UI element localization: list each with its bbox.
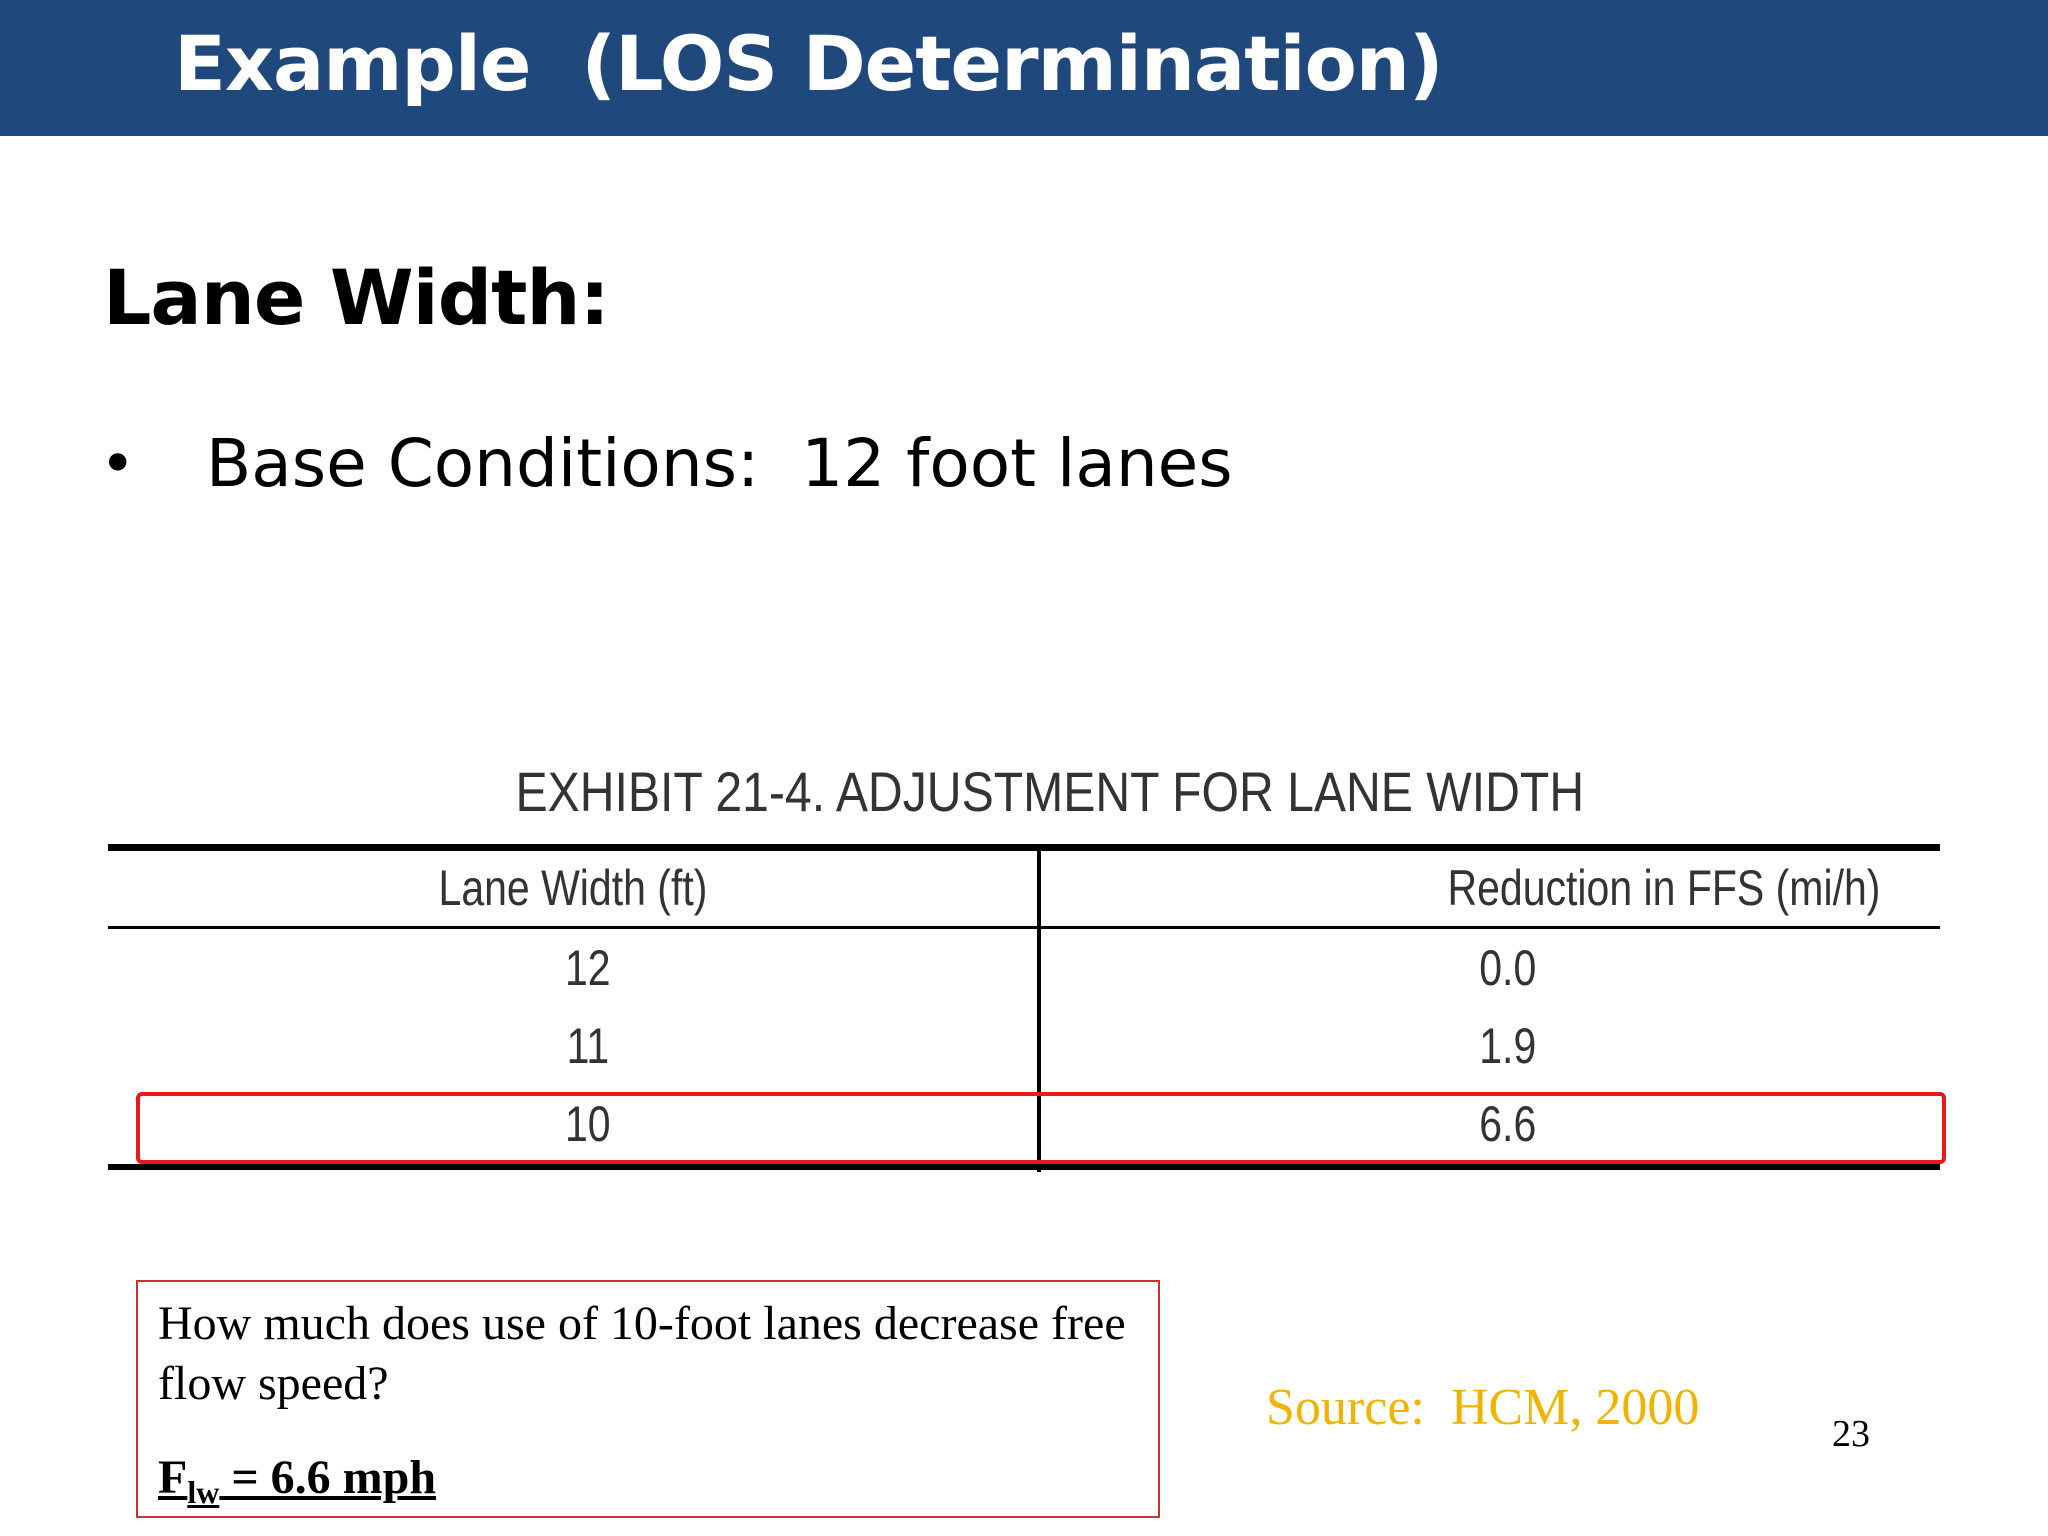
table-cell-reduction: 6.6 bbox=[1479, 1096, 1537, 1152]
slide-title: Example (LOS Determination) bbox=[174, 19, 1444, 108]
table-cell-lane-width: 11 bbox=[566, 1018, 610, 1074]
question-box bbox=[136, 1280, 1160, 1518]
table-cell-lane-width: 12 bbox=[565, 940, 611, 996]
table-column-divider bbox=[1037, 844, 1041, 1172]
answer-value: = 6.6 mph bbox=[219, 1451, 437, 1504]
table-top-rule bbox=[108, 844, 1940, 851]
bullet-marker: • bbox=[100, 429, 136, 499]
answer-symbol: F bbox=[158, 1451, 188, 1504]
lane-width-table: Lane Width (ft) Reduction in FFS (mi/h) … bbox=[108, 844, 1940, 1172]
question-text: How much does use of 10-foot lanes decre… bbox=[158, 1297, 1126, 1410]
exhibit-caption: EXHIBIT 21-4. ADJUSTMENT FOR LANE WIDTH bbox=[515, 760, 1585, 823]
highlighted-row-outline bbox=[136, 1092, 1946, 1164]
column-header-lane-width: Lane Width (ft) bbox=[438, 860, 707, 916]
title-bar bbox=[0, 0, 2048, 136]
table-cell-reduction: 1.9 bbox=[1479, 1018, 1537, 1074]
table-cell-reduction: 0.0 bbox=[1479, 940, 1537, 996]
answer-subscript: lw bbox=[187, 1474, 220, 1510]
bullet-base-conditions: Base Conditions: 12 foot lanes bbox=[206, 425, 1233, 502]
table-header-rule bbox=[108, 926, 1940, 929]
answer-text: Flw = 6.6 mph bbox=[158, 1448, 436, 1508]
page-number: 23 bbox=[1832, 1413, 1870, 1455]
table-bottom-rule bbox=[108, 1164, 1940, 1170]
table-cell-lane-width: 10 bbox=[565, 1096, 611, 1152]
column-header-reduction-ffs: Reduction in FFS (mi/h) bbox=[1447, 860, 1881, 916]
source-citation: Source: HCM, 2000 bbox=[1266, 1379, 1700, 1436]
section-heading: Lane Width: bbox=[103, 253, 610, 342]
